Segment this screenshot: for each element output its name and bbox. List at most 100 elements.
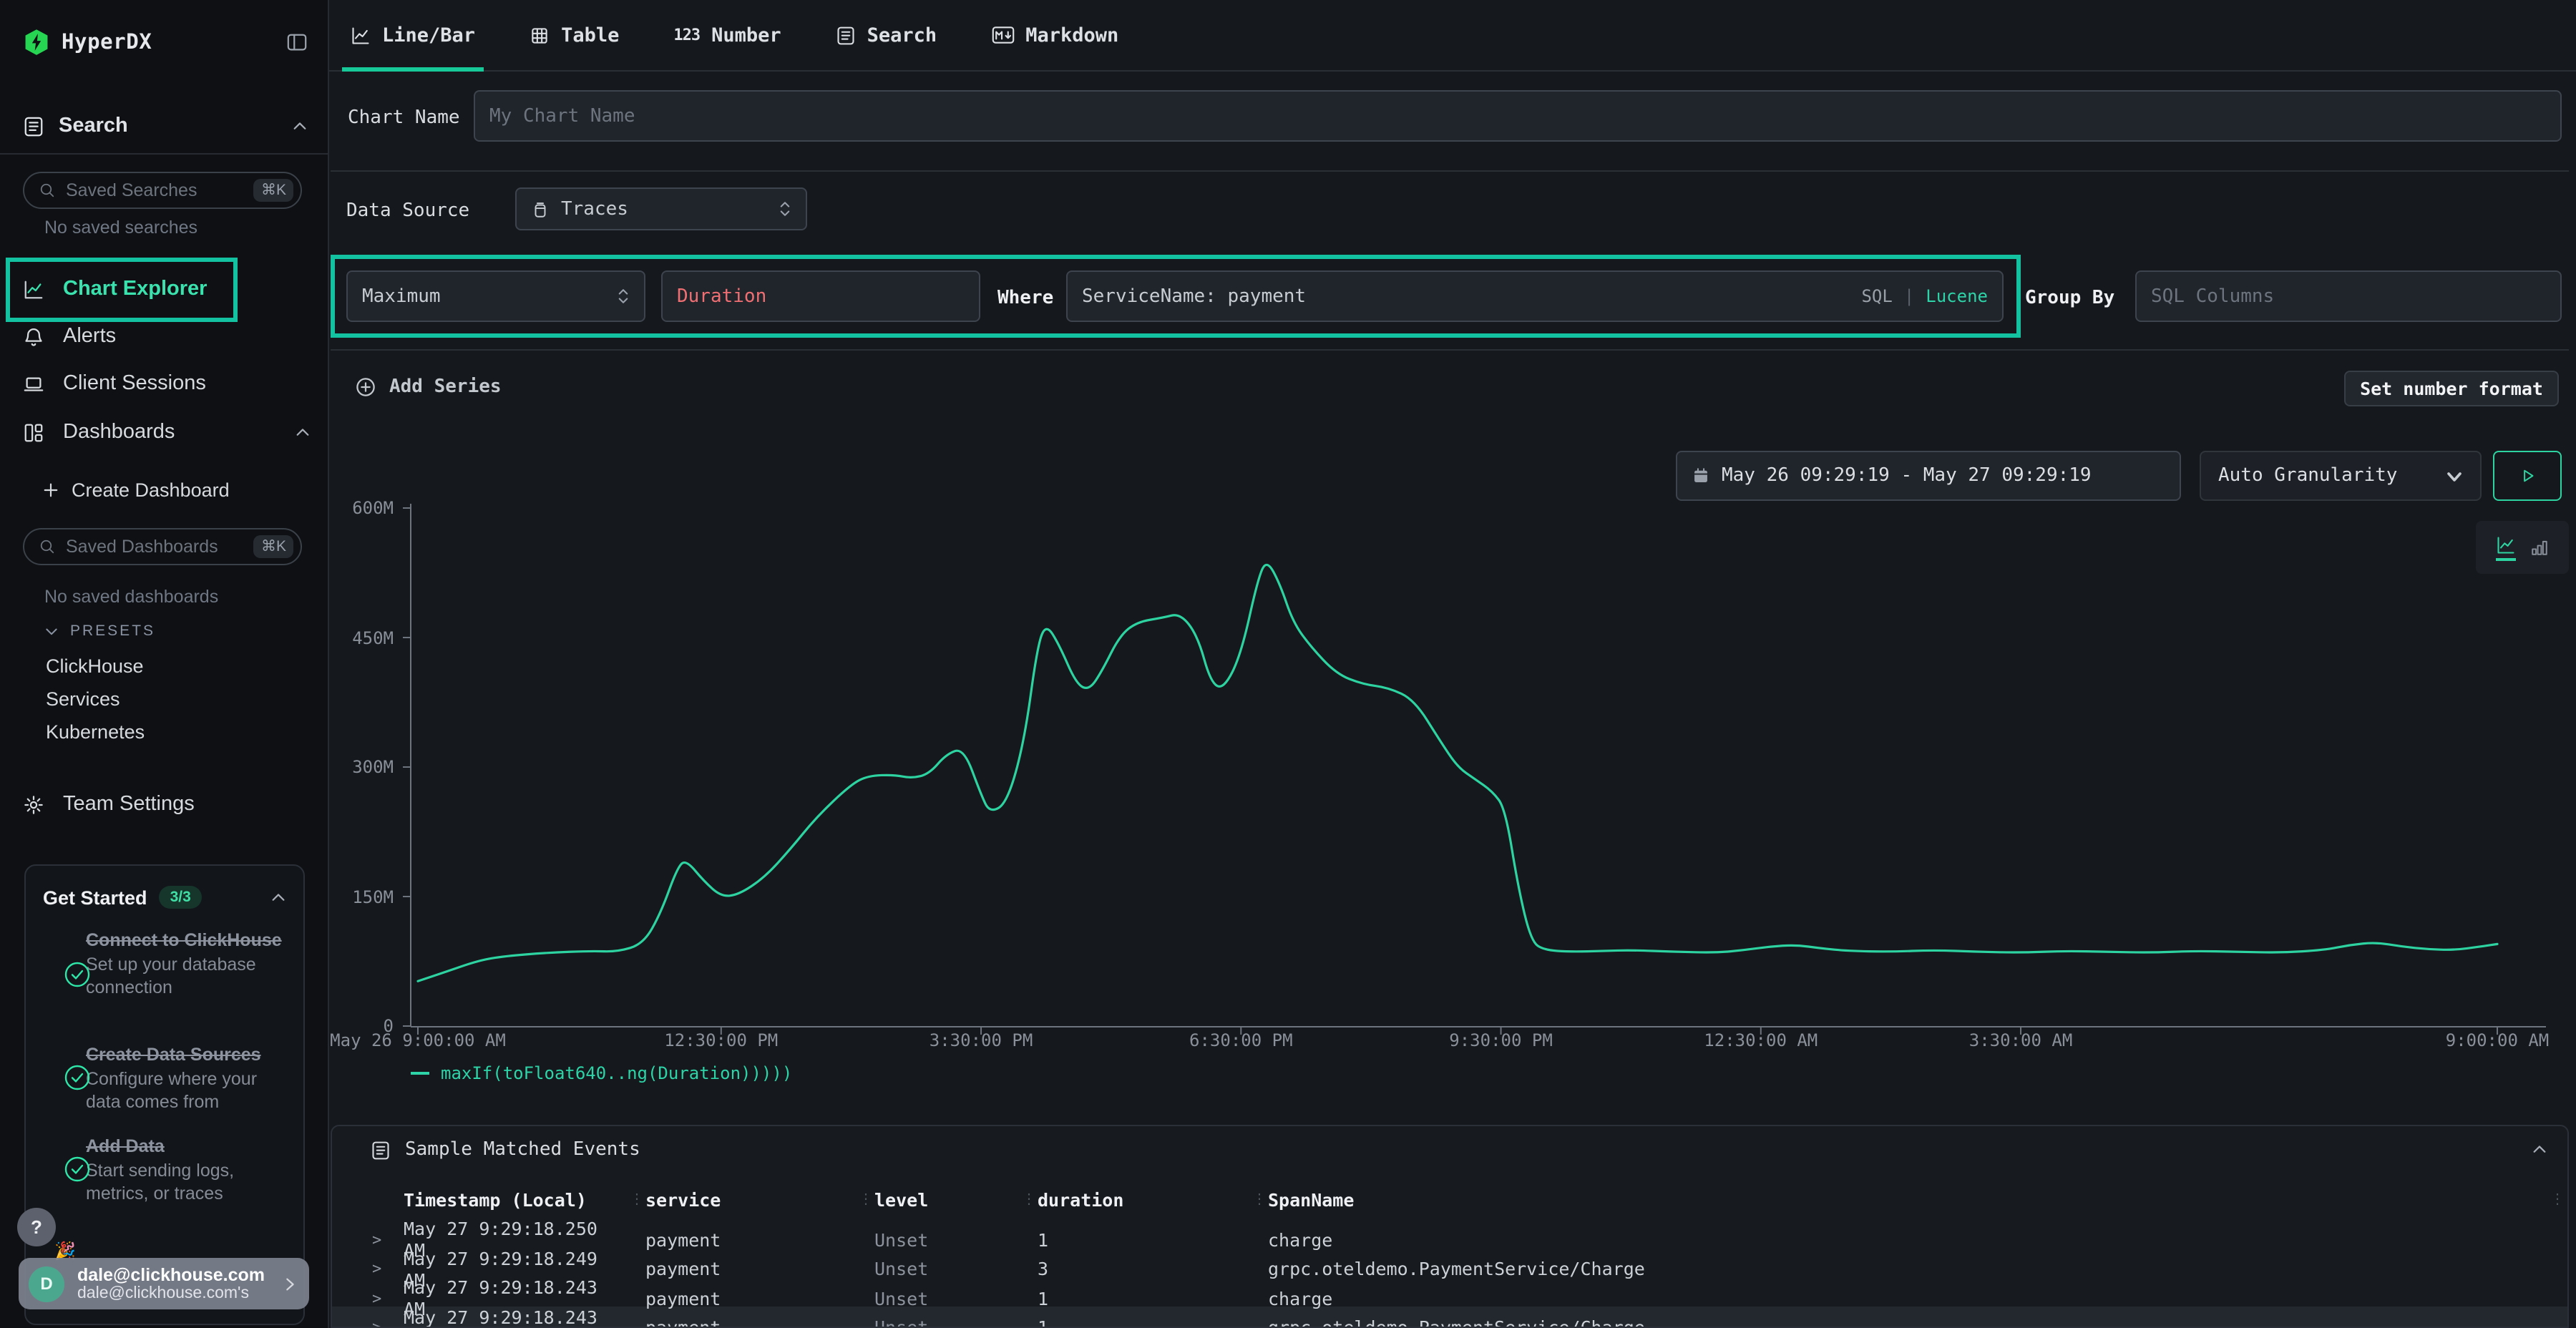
bell-icon [23, 326, 44, 347]
events-table-body: >May 27 9:29:18.250 AMpaymentUnset1charg… [332, 1218, 2567, 1328]
cell-timestamp: May 27 9:29:18.243 AM [399, 1306, 628, 1328]
column-drag-handle-icon[interactable]: ⋮ [1251, 1191, 1268, 1207]
get-started-item-title: Connect to ClickHouse [86, 929, 289, 952]
add-series-button[interactable]: Add Series [355, 376, 502, 398]
presets-toggle[interactable]: PRESETS [44, 622, 155, 640]
select-updown-icon [779, 199, 791, 219]
user-menu[interactable]: D dale@clickhouse.com dale@clickhouse.co… [19, 1258, 309, 1309]
create-dashboard-button[interactable]: Create Dashboard [43, 479, 230, 501]
get-started-item[interactable]: Add Data Start sending logs, metrics, or… [43, 1135, 289, 1205]
data-source-select[interactable]: Traces [515, 187, 807, 230]
column-drag-handle-icon[interactable]: ⋮ [628, 1191, 645, 1207]
chevron-down-icon [44, 624, 59, 638]
shortcut-badge: ⌘K [254, 535, 293, 558]
y-axis-tick: 450M [329, 628, 394, 648]
sidebar-item-client-sessions[interactable]: Client Sessions [23, 366, 311, 401]
sidebar-item-chart-explorer[interactable]: Chart Explorer [23, 272, 311, 306]
help-button[interactable]: ? [17, 1208, 56, 1246]
tab-search[interactable]: Search [833, 0, 940, 70]
tab-number[interactable]: 123 Number [670, 0, 784, 70]
cell-spanname: charge [1268, 1287, 2547, 1309]
field-select[interactable]: Duration [661, 270, 980, 322]
column-header-level[interactable]: level [874, 1188, 1020, 1210]
column-header-timestamp[interactable]: Timestamp (Local) [399, 1188, 628, 1210]
cell-spanname: charge [1268, 1229, 2547, 1250]
aggregation-select[interactable]: Maximum [346, 270, 645, 322]
divider [331, 349, 2569, 351]
preset-services[interactable]: Services [46, 688, 120, 710]
group-by-label: Group By [2025, 288, 2114, 309]
chart-name-input-field[interactable] [489, 105, 2546, 127]
chart-type-tabs: Line/Bar Table 123 Number Search Markdow… [329, 0, 2576, 72]
saved-searches-input[interactable]: Saved Searches ⌘K [23, 172, 302, 209]
sidebar-item-alerts[interactable]: Alerts [23, 319, 311, 353]
nav-label: Chart Explorer [63, 278, 207, 301]
sidebar-section-search[interactable]: Search [23, 114, 308, 137]
markdown-icon [991, 26, 1014, 44]
where-label: Where [997, 288, 1053, 309]
chart-legend: maxIf(toFloat640..ng(Duration))))) [411, 1063, 792, 1083]
chart-name-input[interactable] [474, 90, 2562, 142]
sql-toggle[interactable]: SQL [1861, 286, 1892, 306]
check-circle-icon [63, 1063, 92, 1092]
sidebar-item-team-settings[interactable]: Team Settings [23, 787, 311, 821]
tab-table[interactable]: Table [527, 0, 622, 70]
app-title: HyperDX [62, 31, 152, 54]
team-settings-label: Team Settings [63, 793, 195, 816]
cell-spanname: grpc.oteldemo.PaymentService/Charge [1268, 1317, 2547, 1328]
nav-label: Dashboards [63, 421, 175, 444]
cell-duration: 1 [1038, 1229, 1251, 1250]
sample-matched-events-panel: Sample Matched Events Timestamp (Local) … [331, 1125, 2569, 1328]
lucene-toggle[interactable]: Lucene [1926, 286, 1988, 306]
search-icon [39, 538, 56, 555]
event-row[interactable]: >May 27 9:29:18.249 AMpaymentUnset3grpc.… [332, 1247, 2567, 1276]
sidebar-item-dashboards[interactable]: Dashboards [23, 415, 311, 449]
line-chart[interactable] [399, 487, 2555, 1045]
get-started-item[interactable]: Connect to ClickHouse Set up your databa… [43, 929, 289, 999]
get-started-item[interactable]: Create Data Sources Configure where your… [43, 1043, 289, 1113]
cell-level: Unset [874, 1317, 1020, 1328]
event-row[interactable]: >May 27 9:29:18.243 AMpaymentUnset1charg… [332, 1276, 2567, 1306]
tab-line-bar[interactable]: Line/Bar [348, 0, 478, 70]
event-row[interactable]: >May 27 9:29:18.243 AMpaymentUnset1grpc.… [332, 1306, 2567, 1328]
column-header-spanname[interactable]: SpanName [1268, 1188, 2547, 1210]
granularity-value: Auto Granularity [2218, 465, 2397, 487]
chevron-up-icon [295, 424, 311, 440]
column-header-duration[interactable]: duration [1038, 1188, 1251, 1210]
get-started-item-title: Create Data Sources [86, 1043, 289, 1066]
where-input[interactable]: ServiceName: payment SQL | Lucene [1066, 270, 2004, 322]
column-drag-handle-icon[interactable]: ⋮ [1020, 1191, 1038, 1207]
collapse-sidebar-icon[interactable] [286, 31, 308, 53]
calendar-icon [1692, 467, 1710, 485]
chevron-up-icon[interactable] [270, 889, 286, 905]
row-expand-icon[interactable]: > [369, 1259, 399, 1278]
chevron-up-icon [292, 118, 308, 134]
table-options-icon[interactable]: ⋮ [2547, 1191, 2567, 1207]
cell-duration: 1 [1038, 1287, 1251, 1309]
nav-label: Alerts [63, 325, 116, 348]
tab-markdown[interactable]: Markdown [988, 0, 1121, 70]
row-expand-icon[interactable]: > [369, 1318, 399, 1328]
column-drag-handle-icon[interactable]: ⋮ [857, 1191, 874, 1207]
get-started-item-subtitle: Start sending logs, metrics, or traces [86, 1159, 289, 1205]
aggregation-value: Maximum [362, 285, 441, 307]
x-axis-tick: 9:00:00 AM [2446, 1030, 2550, 1050]
get-started-title: Get Started [43, 887, 147, 908]
preset-clickhouse[interactable]: ClickHouse [46, 655, 144, 677]
saved-dashboards-input[interactable]: Saved Dashboards ⌘K [23, 528, 302, 565]
row-expand-icon[interactable]: > [369, 1289, 399, 1307]
y-axis-tick: 300M [329, 757, 394, 777]
preset-kubernetes[interactable]: Kubernetes [46, 721, 145, 743]
group-by-input-field[interactable] [2151, 285, 2546, 307]
chart-name-label: Chart Name [348, 107, 460, 129]
column-header-service[interactable]: service [645, 1188, 857, 1210]
set-number-format-button[interactable]: Set number format [2344, 371, 2559, 406]
row-expand-icon[interactable]: > [369, 1230, 399, 1249]
x-axis-tick: 12:30:00 AM [1704, 1030, 1818, 1050]
saved-dashboards-placeholder: Saved Dashboards [66, 537, 244, 557]
event-row[interactable]: >May 27 9:29:18.250 AMpaymentUnset1charg… [332, 1218, 2567, 1247]
cell-service: payment [645, 1287, 857, 1309]
group-by-input[interactable] [2135, 270, 2562, 322]
chevron-up-icon[interactable] [2532, 1142, 2547, 1158]
journal-icon [836, 25, 856, 45]
